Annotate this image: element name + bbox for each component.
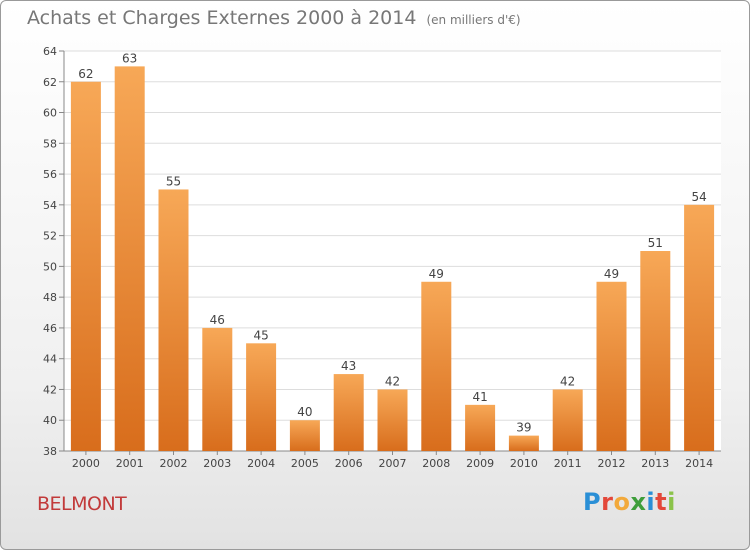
x-tick-label: 2007 [379,457,407,470]
bar [684,204,715,451]
y-tick-label: 40 [43,414,57,427]
x-tick-label: 2013 [641,457,669,470]
x-tick-label: 2000 [72,457,100,470]
logo-letter: P [583,488,602,516]
x-tick-label: 2014 [685,457,713,470]
bar-value-label: 62 [78,67,93,81]
bar-value-label: 63 [122,51,137,65]
logo-letter: i [667,488,676,516]
x-tick-label: 2009 [466,457,494,470]
bar-value-label: 41 [472,390,487,404]
y-tick-label: 56 [43,168,57,181]
bar-value-label: 39 [516,421,531,435]
proxiti-logo: Proxiti [583,488,676,516]
bar-value-label: 43 [341,359,356,373]
x-tick-label: 2005 [291,457,319,470]
bar [114,66,145,451]
x-tick-label: 2001 [116,457,144,470]
bar-value-label: 46 [210,313,225,327]
y-tick-label: 48 [43,291,57,304]
bar [640,251,671,451]
bar-value-label: 54 [691,190,706,204]
y-tick-label: 52 [43,230,57,243]
y-tick-label: 54 [43,199,57,212]
x-tick-label: 2010 [510,457,538,470]
y-tick-label: 64 [43,45,57,58]
bar [158,189,189,451]
logo-letter: t [655,488,668,516]
bar-value-label: 51 [648,236,663,250]
x-tick-label: 2008 [422,457,450,470]
bar-value-label: 40 [297,405,312,419]
bar-value-label: 49 [604,267,619,281]
bar [465,404,496,451]
y-tick-label: 46 [43,322,57,335]
y-tick-label: 44 [43,353,57,366]
bar [333,374,364,451]
bar-value-label: 55 [166,174,181,188]
town-name: BELMONT [37,493,127,515]
bar-value-label: 42 [385,374,400,388]
logo-letter: o [613,488,631,516]
chart-title-text: Achats et Charges Externes 2000 à 2014 [27,7,417,29]
y-tick-label: 38 [43,445,57,458]
bar-value-label: 49 [429,267,444,281]
y-tick-label: 60 [43,107,57,120]
bar [377,389,408,451]
x-tick-label: 2002 [160,457,188,470]
bar-value-label: 45 [253,328,268,342]
logo-letter: x [630,488,647,516]
bar [596,281,627,451]
x-tick-label: 2003 [203,457,231,470]
y-tick-label: 62 [43,76,57,89]
x-tick-label: 2004 [247,457,275,470]
bar [508,435,539,451]
y-tick-label: 58 [43,137,57,150]
y-tick-label: 42 [43,383,57,396]
bar-value-label: 42 [560,374,575,388]
y-tick-label: 50 [43,260,57,273]
x-tick-label: 2011 [554,457,582,470]
x-tick-label: 2006 [335,457,363,470]
bar [202,327,233,451]
bar [70,81,101,452]
x-tick-label: 2012 [598,457,626,470]
logo-letter: i [646,488,656,516]
chart-unit: (en milliers d'€) [426,13,521,27]
bar [289,420,320,451]
bar [552,389,583,451]
logo-letter: r [601,488,614,516]
bar [421,281,452,451]
bar [246,343,277,451]
chart-title: Achats et Charges Externes 2000 à 2014 (e… [27,7,521,29]
